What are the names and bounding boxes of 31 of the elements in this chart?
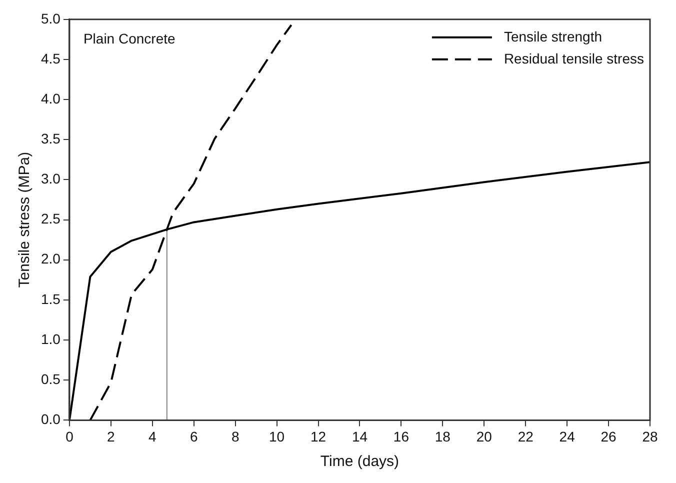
legend-label: Tensile strength xyxy=(504,28,602,44)
x-tick-label: 6 xyxy=(190,428,198,444)
y-tick-label: 4.5 xyxy=(40,50,61,66)
y-tick-label: 0.5 xyxy=(40,370,61,387)
y-tick-label: 5.0 xyxy=(40,10,61,26)
legend-label: Residual tensile stress xyxy=(504,50,644,66)
x-tick-label: 12 xyxy=(310,428,326,444)
x-tick-label: 28 xyxy=(642,428,658,444)
x-tick-label: 24 xyxy=(559,428,576,444)
y-tick-label: 1.0 xyxy=(40,330,61,347)
x-tick-label: 0 xyxy=(66,428,74,444)
x-tick-label: 8 xyxy=(231,428,240,444)
y-tick-label: 4.0 xyxy=(40,90,61,106)
x-tick-label: 20 xyxy=(476,428,492,444)
x-tick-label: 2 xyxy=(107,428,116,444)
y-tick-label: 1.5 xyxy=(40,290,61,307)
y-tick-label: 2.0 xyxy=(40,250,61,267)
x-tick-label: 16 xyxy=(393,428,410,444)
x-axis-title: Time (days) xyxy=(320,453,400,470)
y-axis-title: Tensile stress (MPa) xyxy=(16,152,34,288)
y-tick-label: 0.0 xyxy=(40,411,61,428)
x-tick-label: 26 xyxy=(600,428,617,444)
x-tick-label: 14 xyxy=(352,428,368,444)
annotation: Plain Concrete xyxy=(83,30,176,46)
y-tick-label: 3.0 xyxy=(40,170,61,187)
y-tick-label: 3.5 xyxy=(40,130,61,146)
x-tick-label: 4 xyxy=(148,428,156,444)
x-tick-label: 22 xyxy=(518,428,534,444)
y-tick-label: 2.5 xyxy=(40,210,61,227)
x-tick-label: 18 xyxy=(434,428,451,444)
x-tick-label: 10 xyxy=(269,428,285,444)
